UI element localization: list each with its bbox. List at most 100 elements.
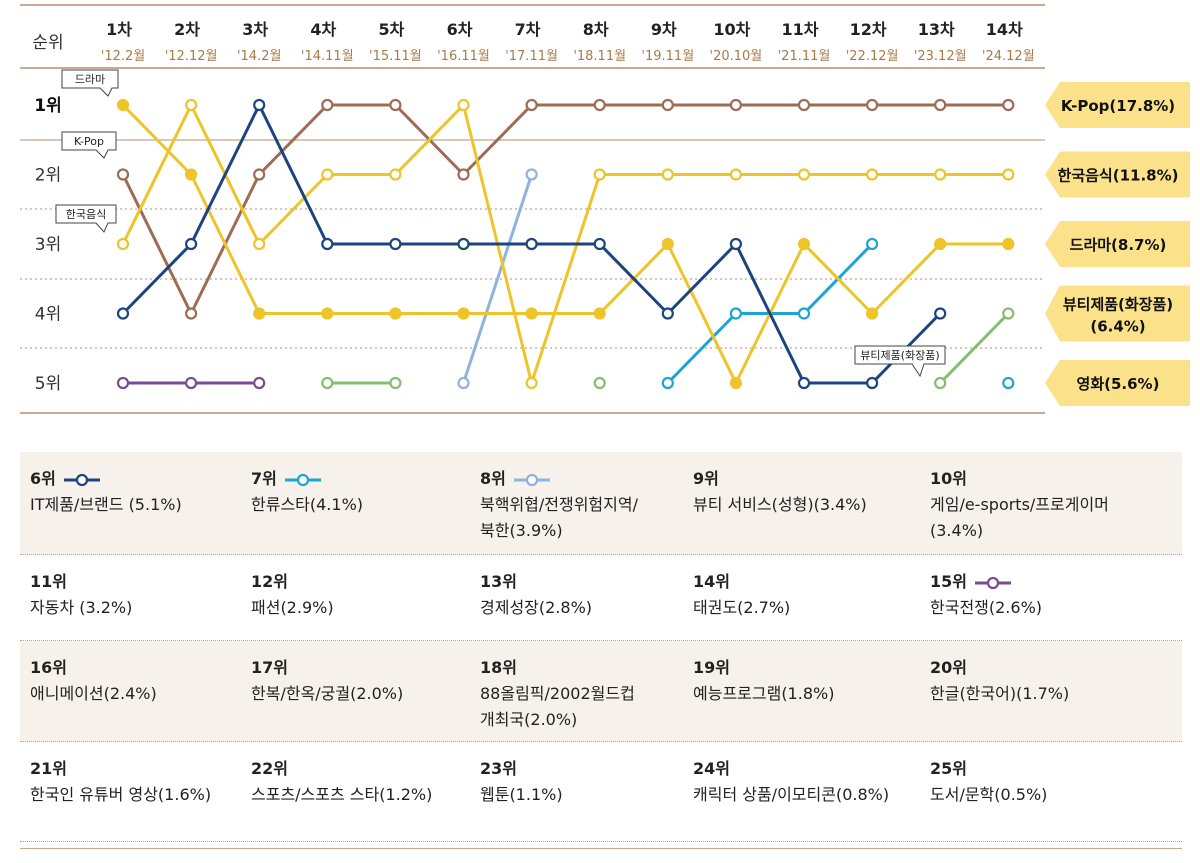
ranking-item-name-line2: 개최국(2.0%) <box>480 710 578 729</box>
data-point <box>729 168 743 181</box>
date-label: '21.11월 <box>778 49 831 64</box>
callout-k-pop: K-Pop <box>61 131 117 159</box>
data-point <box>934 237 947 251</box>
round-label: 9차 <box>651 20 677 39</box>
ranking-cell: 8위 북핵위협/전쟁위험지역/북한(3.9%) <box>480 466 705 544</box>
ranking-number: 24위 <box>693 759 730 778</box>
data-point <box>116 98 130 112</box>
data-point <box>321 307 334 320</box>
legend-label: 한국음식(11.8%) <box>1058 167 1179 185</box>
ranking-table: 6위 IT제품/브랜드 (5.1%) 7위 한류스타(4.1%) 8위 북핵위협/전쟁위험… <box>20 452 1182 854</box>
ranking-item-name: 도서/문학(0.5%) <box>930 785 1048 804</box>
data-point <box>457 168 470 181</box>
callout-bubble <box>61 69 119 97</box>
data-point <box>1002 307 1015 320</box>
ranking-number: 11위 <box>30 572 67 591</box>
ranking-item-name: 웹툰(1.1%) <box>480 785 563 804</box>
data-point <box>934 168 947 181</box>
ranking-cell: 21위 한국인 유튜버 영상(1.6%) <box>30 756 255 808</box>
rank-label-3: 3위 <box>35 235 61 255</box>
data-point <box>389 168 402 181</box>
series-legend-marker-icon <box>513 473 550 486</box>
data-point <box>1002 168 1015 181</box>
data-point <box>1002 98 1015 112</box>
ranking-cell: 22위 스포츠/스포츠 스타(1.2%) <box>251 756 476 808</box>
ranking-item-name: IT제품/브랜드 (5.1%) <box>30 495 182 514</box>
data-point <box>797 307 811 320</box>
legend-box <box>1045 221 1190 267</box>
date-label: '12.2월 <box>101 49 145 64</box>
data-point <box>457 307 470 320</box>
data-point <box>253 237 266 251</box>
data-point <box>1002 376 1015 390</box>
data-point <box>865 98 879 112</box>
data-point <box>661 307 674 320</box>
series-line <box>462 174 534 384</box>
series-한류스타 <box>661 237 1015 390</box>
data-point <box>525 237 538 251</box>
date-label: '14.11월 <box>301 49 354 64</box>
data-point <box>865 307 879 320</box>
callout-text: K-Pop <box>74 135 104 148</box>
data-point <box>865 376 879 390</box>
rank-trend-chart: 순위 1위 2위 3위 4위 5위 1차 2차 3차 4차 5차 6차 7차 8차 9차 10차 11차 12차 1… <box>0 0 1200 430</box>
data-point <box>253 376 266 390</box>
legend-item: 한국음식(11.8%) <box>1045 151 1190 198</box>
data-point <box>593 98 606 112</box>
ranking-number: 19위 <box>693 658 730 677</box>
data-point <box>321 237 334 251</box>
data-point <box>934 307 947 320</box>
ranking-cell: 10위 게임/e-sports/프로게이머 (3.4%) <box>930 466 1155 544</box>
data-point <box>389 376 402 390</box>
ranking-number: 16위 <box>30 658 67 677</box>
legend-box <box>1045 360 1190 406</box>
ranking-item-name: 자동차 (3.2%) <box>30 598 133 617</box>
ranking-cell: 19위 예능프로그램(1.8%) <box>693 655 918 707</box>
legend-box <box>1045 151 1190 198</box>
data-point <box>321 98 334 112</box>
ranking-item-name: 태권도(2.7%) <box>693 598 791 617</box>
series-line <box>121 103 1009 385</box>
ranking-cell: 24위 캐릭터 상품/이모티콘(0.8%) <box>693 756 918 808</box>
data-point <box>116 376 130 390</box>
data-point <box>116 168 130 181</box>
ranking-item-name: 게임/e-sports/프로게이머 <box>930 495 1109 514</box>
data-point <box>797 98 811 112</box>
date-label: '24.12월 <box>982 49 1035 64</box>
callout-한국음식: 한국음식 <box>55 204 117 233</box>
series-한국전쟁 <box>116 376 266 390</box>
ranking-cell: 7위 한류스타(4.1%) <box>251 466 476 518</box>
data-point <box>457 237 470 251</box>
legend-item: 뷰티제품(화장품) (6.4%) <box>1045 285 1190 342</box>
ranking-number: 22위 <box>251 759 288 778</box>
data-point <box>661 237 674 251</box>
ranking-number: 23위 <box>480 759 517 778</box>
data-point <box>729 376 743 390</box>
data-point <box>729 307 743 320</box>
ranking-item-name: 뷰티 서비스(성형)(3.4%) <box>693 495 867 514</box>
round-label: 11차 <box>782 20 819 39</box>
round-label: 2차 <box>174 20 200 39</box>
series-legend-marker-icon <box>63 473 100 486</box>
ranking-number: 10위 <box>930 469 967 488</box>
legend-box <box>1045 82 1190 128</box>
ranking-cell: 13위 경제성장(2.8%) <box>480 569 705 621</box>
data-point <box>525 168 538 181</box>
ranking-item-name: 한국전쟁(2.6%) <box>930 598 1043 617</box>
legend-label-line2: (6.4%) <box>1090 318 1145 336</box>
date-label: '17.11월 <box>505 49 558 64</box>
data-point <box>934 376 947 390</box>
series-it제품-브랜드 <box>116 98 947 390</box>
data-point <box>389 98 402 112</box>
ranking-number: 8위 <box>480 469 506 488</box>
date-label: '20.10월 <box>710 49 763 64</box>
data-point <box>525 307 538 320</box>
rank-label-1: 1위 <box>34 96 61 116</box>
data-point <box>253 98 266 112</box>
ranking-cell: 6위 IT제품/브랜드 (5.1%) <box>30 466 255 518</box>
ranking-number: 20위 <box>930 658 967 677</box>
legend-dot <box>986 576 1000 589</box>
rank-label-4: 4위 <box>35 305 61 325</box>
row-divider <box>20 640 1182 641</box>
rank-label-2: 2위 <box>35 166 61 186</box>
